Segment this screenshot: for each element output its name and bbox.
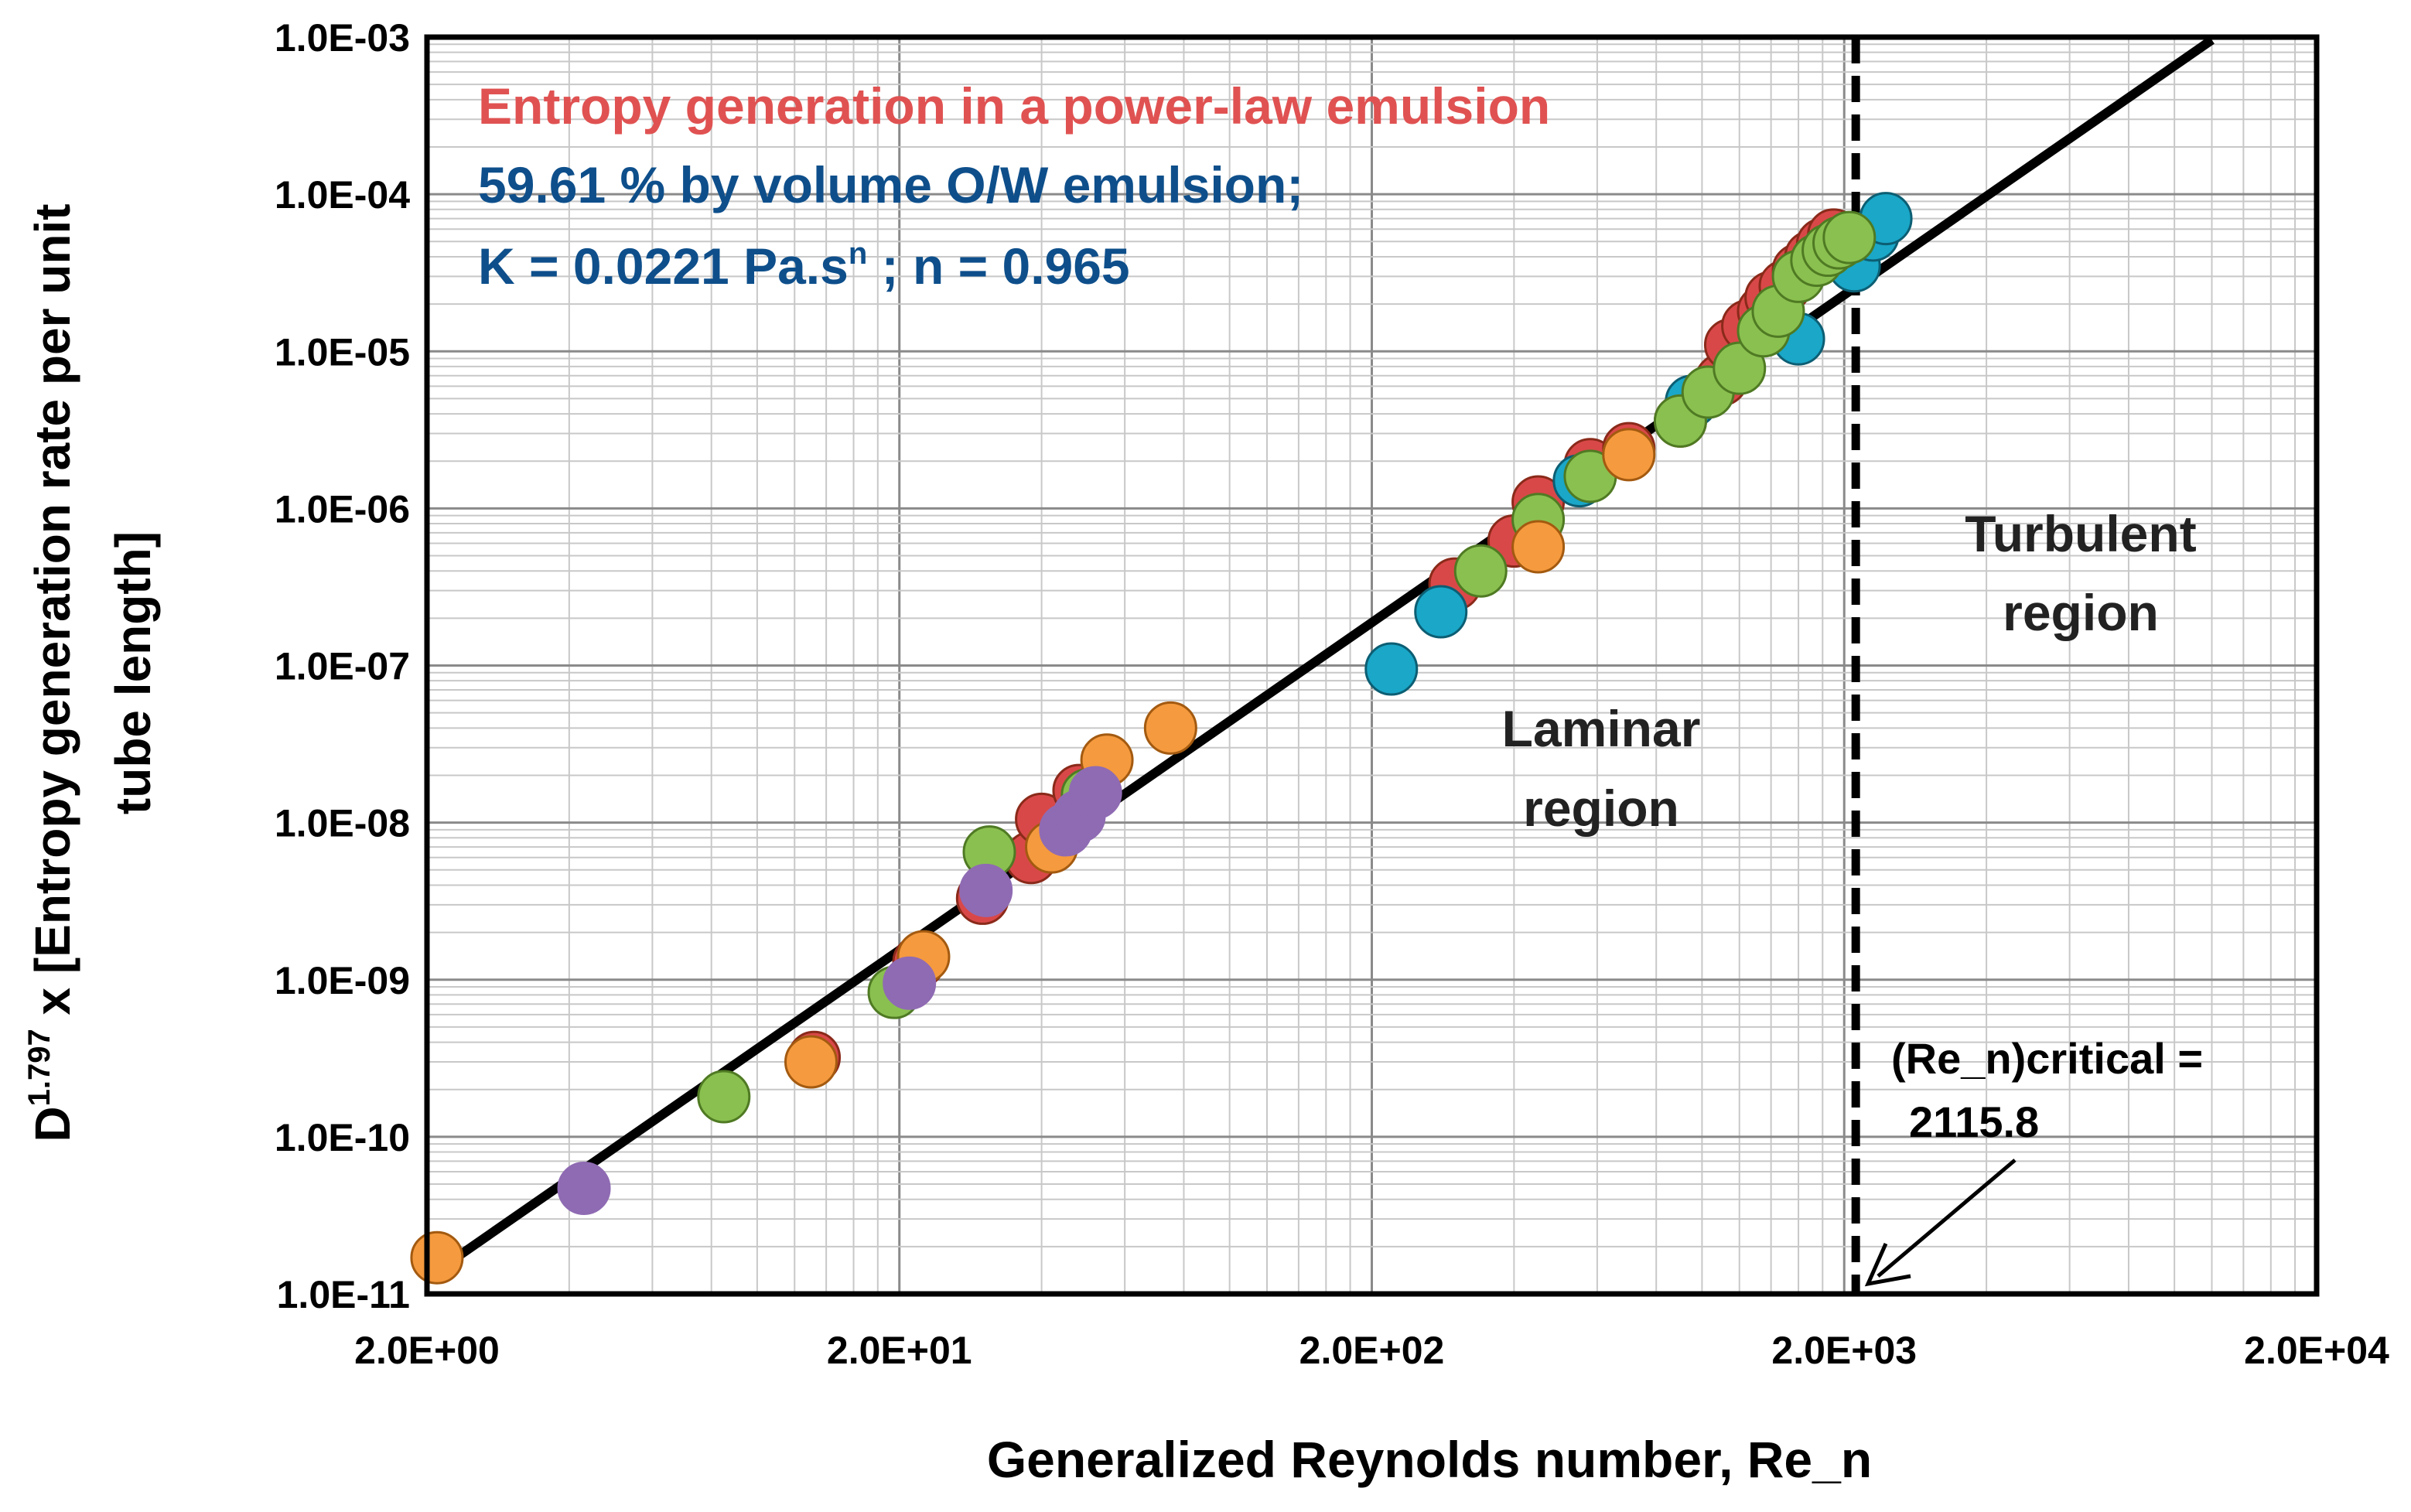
y-tick-label: 1.0E-08 <box>275 802 410 845</box>
y-axis-title-line-2: tube length] <box>105 531 161 814</box>
x-tick-label: 2.0E+04 <box>2244 1329 2389 1372</box>
y-axis-title-rest: x [Entropy generation rate per unit <box>25 203 80 1029</box>
y-tick-label: 1.0E-03 <box>275 16 410 60</box>
data-point <box>959 863 1013 917</box>
data-point <box>557 1161 611 1215</box>
chart-title-line-2: 59.61 % by volume O/W emulsion; <box>478 156 1303 213</box>
data-point <box>1713 341 1767 395</box>
y-axis-title-line-1: D1.797 x [Entropy generation rate per un… <box>22 203 80 1142</box>
y-tick-label: 1.0E-09 <box>275 959 410 1002</box>
x-tick-label: 2.0E+00 <box>354 1329 500 1372</box>
data-point <box>697 1070 751 1124</box>
plot-area-frame <box>424 34 2320 1297</box>
y-tick-label: 1.0E-04 <box>275 173 410 217</box>
fit-line-group <box>434 36 2215 1275</box>
laminar-label-line-2: region <box>1523 780 1679 837</box>
laminar-label-line-1: Laminar <box>1502 700 1701 757</box>
y-axis-title: D1.797 x [Entropy generation rate per un… <box>22 203 161 1142</box>
y-tick-label: 1.0E-05 <box>275 330 410 374</box>
data-points <box>410 192 1913 1285</box>
param-k: K = 0.0221 Pa.s <box>478 237 849 295</box>
data-point <box>1511 520 1566 574</box>
x-axis-title: Generalized Reynolds number, Re_n <box>987 1431 1872 1488</box>
critical-re-label-line-1: (Re_n)critical = <box>1891 1034 2203 1083</box>
data-point <box>1364 642 1419 696</box>
data-point <box>883 956 937 1010</box>
x-tick-label: 2.0E+02 <box>1299 1329 1445 1372</box>
data-point <box>1822 210 1877 265</box>
y-axis-title-exponent: 1.797 <box>22 1029 56 1106</box>
y-axis-title-d: D <box>25 1106 80 1142</box>
tick-labels: 2.0E+00 2.0E+01 2.0E+02 2.0E+03 2.0E+04 1.0E-… <box>275 16 2389 1372</box>
y-tick-label: 1.0E-06 <box>275 487 410 531</box>
y-tick-label: 1.0E-10 <box>275 1116 410 1159</box>
data-point <box>410 1230 464 1285</box>
x-tick-label: 2.0E+03 <box>1771 1329 1917 1372</box>
critical-re-arrow <box>1864 1159 2017 1287</box>
y-tick-label: 1.0E-07 <box>275 645 410 688</box>
turbulent-label-line-1: Turbulent <box>1965 505 2196 562</box>
data-point <box>784 1035 838 1089</box>
chart-title-line-1: Entropy generation in a power-law emulsi… <box>478 77 1550 135</box>
y-tick-label: 1.0E-11 <box>277 1273 410 1316</box>
data-point <box>1453 544 1508 598</box>
data-point <box>1602 428 1656 482</box>
data-point <box>1143 701 1197 755</box>
turbulent-label-line-2: region <box>2003 584 2159 641</box>
data-point <box>1414 585 1468 639</box>
param-k-superscript: n <box>849 237 867 271</box>
data-point <box>1068 766 1122 820</box>
chart-param-line: K = 0.0221 Pa.sn ; n = 0.965 <box>478 237 1130 295</box>
param-n: ; n = 0.965 <box>867 237 1129 295</box>
series-4 <box>410 428 1656 1285</box>
critical-re-label-line-2: 2115.8 <box>1909 1097 2039 1146</box>
series-3 <box>697 210 1877 1124</box>
x-tick-label: 2.0E+01 <box>827 1329 972 1372</box>
fit-line <box>434 36 2215 1275</box>
series-5 <box>557 766 1122 1215</box>
